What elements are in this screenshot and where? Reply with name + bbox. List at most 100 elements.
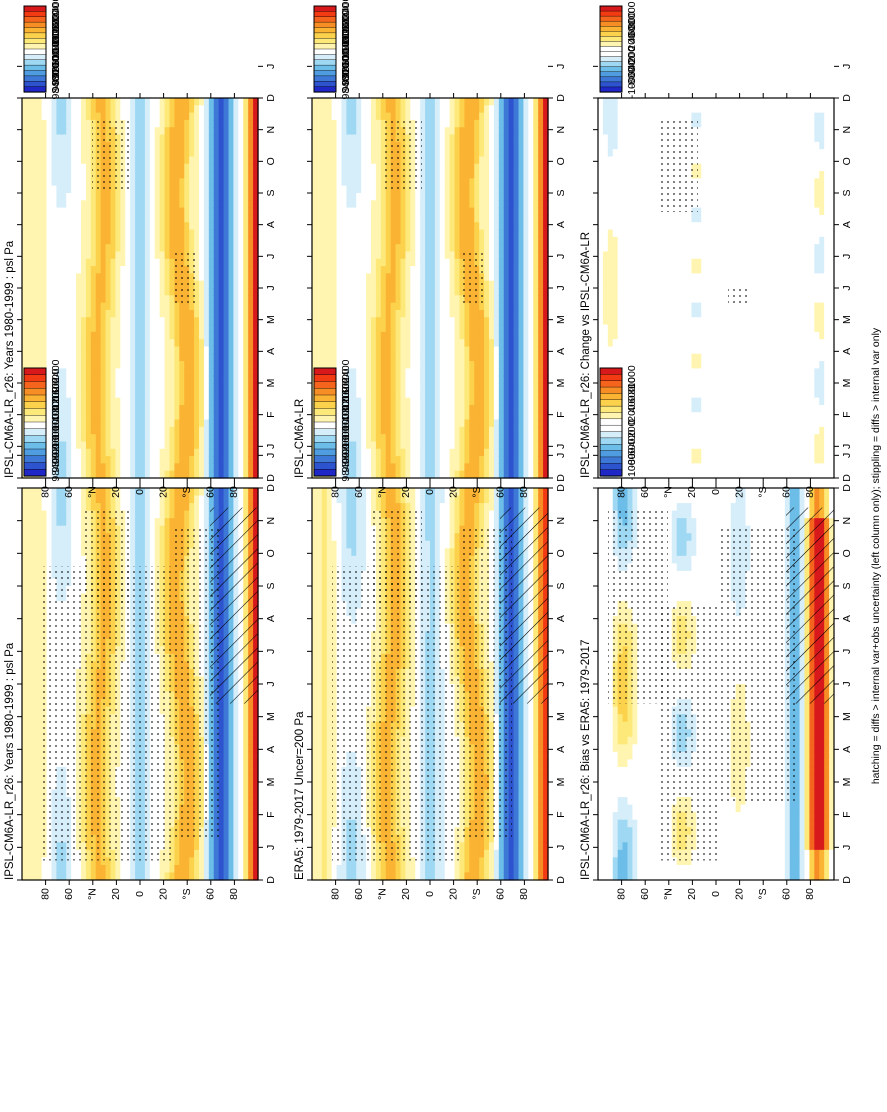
field-cell [31,819,38,828]
field-cell [95,229,102,238]
field-cell [22,586,28,595]
field-cell [135,555,141,564]
field-cell [228,324,235,333]
field-cell [228,812,235,821]
field-cell [213,302,220,311]
field-cell [120,353,126,362]
field-cell [56,141,62,150]
field-cell [154,200,161,209]
field-cell [125,404,131,413]
field-cell [26,127,33,136]
field-cell [81,857,87,866]
field-cell [223,495,230,504]
field-cell [189,163,195,172]
field-cell [184,872,190,881]
field-cell [110,244,117,253]
field-cell [120,426,126,435]
field-cell [66,331,72,340]
field-cell [253,488,259,497]
field-cell [243,361,249,369]
field-cell [179,390,185,399]
field-cell [233,251,239,260]
field-cell [213,331,220,340]
field-cell [144,119,151,128]
field-cell [22,623,28,632]
field-cell [66,533,72,542]
field-cell [130,171,136,179]
field-cell [41,495,48,504]
field-cell [41,119,48,128]
field-cell [71,149,77,158]
field-cell [85,324,92,333]
field-cell [184,361,190,369]
field-cell [22,842,28,851]
field-cell [203,288,210,296]
field-cell [85,207,92,216]
field-cell [76,361,82,369]
field-cell [238,470,244,479]
field-cell [164,295,171,304]
field-cell [85,368,92,377]
field-cell [189,368,195,377]
field-cell [248,149,254,158]
field-cell [85,361,92,369]
field-cell [22,676,28,685]
field-cell [56,324,62,333]
field-cell [31,141,38,150]
field-cell [140,383,146,391]
field-cell [154,156,161,165]
field-cell [179,171,185,179]
field-cell [36,127,43,136]
hatching-region [210,507,258,704]
field-cell [26,586,33,595]
field-cell [154,533,161,542]
field-cell [100,222,107,231]
field-cell [144,390,151,399]
field-cell [159,295,166,304]
field-cell [159,280,166,289]
field-cell [130,324,136,333]
field-cell [140,412,146,421]
field-cell [169,361,176,369]
field-cell [169,214,176,223]
field-cell [31,353,38,362]
field-cell [218,849,225,858]
field-cell [174,149,180,158]
field-cell [95,302,102,311]
field-cell [238,441,244,450]
field-cell [164,404,171,413]
field-cell [199,361,205,369]
field-cell [194,503,200,512]
field-cell [22,668,28,678]
field-cell [194,163,200,172]
field-cell [56,156,62,165]
field-cell [233,834,239,843]
field-cell [208,441,215,450]
field-cell [189,456,195,464]
field-cell [31,586,38,595]
field-cell [194,518,200,527]
field-cell [218,207,225,216]
field-cell [174,324,180,333]
field-cell [135,119,141,128]
field-cell [189,353,195,362]
field-cell [31,178,38,187]
field-cell [228,127,235,136]
field-cell [140,171,146,179]
field-cell [203,185,210,194]
field-cell [174,510,180,519]
field-cell [174,156,180,165]
field-cell [125,214,131,223]
field-cell [208,383,215,391]
field-cell [144,555,151,564]
lat-tick-label: 60 [63,888,75,900]
field-cell [71,207,77,216]
field-cell [213,244,220,253]
field-cell [36,134,43,143]
field-cell [159,419,166,428]
field-cell [194,872,200,881]
field-cell [159,288,166,296]
lat-tick-label: 80 [39,888,51,900]
field-cell [105,193,112,201]
field-cell [169,178,176,187]
